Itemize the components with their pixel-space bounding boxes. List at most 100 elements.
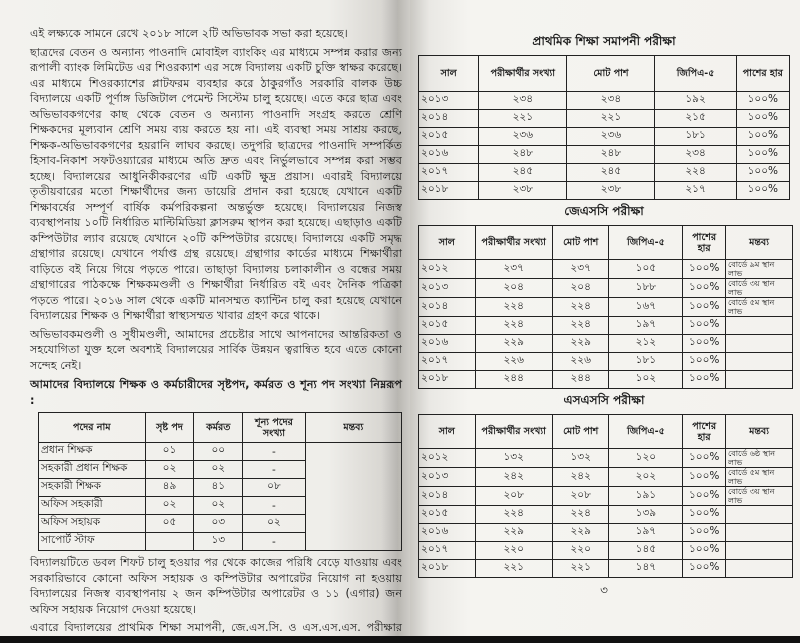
table-row: ২০১৬ ২২৯ ২২৯ ২১২ ১০০% [418, 334, 793, 353]
table-cell: অফিস সহকারী [38, 496, 146, 515]
table-cell: ২২১ [566, 109, 656, 128]
table-cell: ১৯১ [608, 486, 684, 506]
table-cell: সাপোর্ট স্টাফ [38, 532, 146, 551]
table-row: ২০১৩ ২৪২ ২৪২ ২০২ ১০০% বোর্ডে ৫ম স্থান লাভ [418, 467, 793, 487]
table-cell: ১০০% [735, 91, 791, 110]
table-cell: ২০১৩ [418, 467, 476, 487]
table-cell: ০৫ [144, 514, 195, 533]
table-cell: ১৯২ [654, 91, 737, 110]
table-cell: ১০০% [682, 370, 727, 389]
table-cell: ২০১৫ [418, 316, 476, 335]
table-cell: ১০০% [682, 541, 727, 560]
table-row: ২০১৪ ২২৪ ২২৪ ১৬৭ ১০০% বোর্ডে ৫ম স্থান লাভ [418, 297, 793, 317]
table-cell: ২২০ [474, 541, 553, 560]
table-row: অফিস সহকারী ০২ ০২- [38, 496, 402, 515]
table-cell: ২২৯ [551, 523, 610, 542]
table-cell: ১০০% [682, 559, 727, 578]
table-cell: ৪১ [193, 478, 244, 497]
table-cell: ২০১৫ [417, 127, 480, 146]
pec-title: প্রাথমিক শিক্ষা সমাপনী পরীক্ষা [532, 34, 676, 48]
left-page: এই লক্ষ্যকে সামনে রেখে ২০১৮ সালে ২টি অভি… [0, 0, 410, 636]
table-cell: ২০১৭ [418, 352, 476, 371]
table-cell: ২০১২ [418, 259, 476, 279]
table-cell: ১৩২ [551, 448, 610, 468]
table-cell: ২২৯ [474, 334, 553, 353]
table-cell: বোর্ডে ৫ম স্থান লাভ [725, 297, 793, 317]
table-row: ২০১৭ ২২০ ২২০ ১৪৫ ১০০% [418, 541, 793, 560]
table-cell: ২৪৫ [566, 163, 656, 182]
header-row: সাল পরীক্ষার্থীর সংখ্যা মোট পাশ জিপিএ-৫ পাশে… [417, 55, 791, 92]
table-row: ২০১৫ ২২৪ ২২৪ ১৩৯ ১০০% [418, 505, 793, 524]
column-header: পরীক্ষার্থীর সংখ্যা [474, 225, 553, 260]
column-header: সাল [418, 414, 476, 449]
page-number: ৩ [600, 583, 608, 597]
column-header: মন্তব্য [304, 412, 403, 443]
column-header: মোট পাশ [566, 55, 656, 92]
table-row: ২০১৪ ২২১ ২২১ ২১৫ ১০০% [417, 109, 791, 128]
table-cell: ২০১৬ [418, 523, 476, 542]
table-row: সাপোর্ট স্টাফ ১৩- [38, 532, 402, 551]
column-header: কর্মরত [193, 412, 244, 443]
table-cell: ২০১৩ [417, 91, 480, 110]
table-cell: ১০৫ [608, 259, 684, 279]
column-header: শূন্য পদের সংখ্যা [242, 412, 306, 443]
header-row: পদের নাম সৃষ্ট পদ কর্মরত শূন্য পদের সংখ্যা ম… [38, 412, 403, 443]
table-cell: ১৮১ [608, 352, 684, 371]
table-cell: ১৩২ [474, 448, 553, 468]
table-cell: ০৩ [193, 514, 244, 533]
staff-table: পদের নাম সৃষ্ট পদ কর্মরত শূন্য পদের সংখ্যা ম… [38, 412, 403, 551]
table-cell [725, 541, 793, 560]
table-cell: ২০৪ [474, 278, 553, 298]
table-cell: ২১২ [608, 334, 684, 353]
table-cell: ২২৬ [474, 352, 553, 371]
table-cell: ২০১৬ [417, 145, 480, 164]
jsc-title: জেএসসি পরীক্ষা [564, 204, 644, 218]
table-cell: ২৪৮ [566, 145, 656, 164]
table-cell: ২১৫ [654, 109, 737, 128]
table-cell: ০২ [193, 460, 244, 479]
table-cell: ১৮৮ [608, 278, 684, 298]
table-cell: ১০০% [682, 278, 727, 298]
table-cell: ২১৭ [654, 181, 737, 200]
table-row: ২০১৮ ২৪৪ ২৪৪ ১০২ ১০০% [418, 370, 793, 389]
column-header: মোট পাশ [551, 414, 610, 449]
table-cell: ২৩৬ [566, 127, 656, 146]
table-cell: ২৪৫ [478, 163, 568, 182]
table-cell: - [242, 532, 306, 551]
table-cell: বোর্ডে ৬ষ্ঠ স্থান লাভ [725, 448, 793, 468]
table-cell: ২২৪ [551, 505, 610, 524]
table-cell: ০২ [144, 496, 195, 515]
table-cell: ১৪৫ [608, 541, 684, 560]
table-row: ২০১২ ২৩৭ ২৩৭ ১০৫ ১০০% বোর্ডে ৯ম স্থান লাভ [418, 259, 793, 279]
table-cell: ২০৪ [551, 278, 610, 298]
table-cell: ২২১ [478, 109, 568, 128]
table-cell: - [242, 460, 306, 479]
table-row: ২০১৫ ২৩৬ ২৩৬ ১৮১ ১০০% [417, 127, 791, 146]
pec-results-table: সাল পরীক্ষার্থীর সংখ্যা মোট পাশ জিপিএ-৫ পাশে… [417, 55, 791, 200]
table-cell: ২৩৪ [478, 91, 568, 110]
table-cell [725, 523, 793, 542]
table-cell: ২০১৭ [418, 541, 476, 560]
table-cell: ২৩৪ [566, 91, 656, 110]
table-cell: ১০০% [682, 297, 727, 317]
table-cell: ২৩৭ [551, 259, 610, 279]
table-cell: ১০০% [682, 352, 727, 371]
table-cell [725, 559, 793, 578]
paragraph-appeal: অভিভাবকমণ্ডলী ও সুধীমণ্ডলী, আমাদের প্রচে… [30, 327, 402, 372]
column-header: পদের নাম [38, 412, 146, 443]
table-cell: ২২৪ [654, 163, 737, 182]
table-row: ২০১২ ১৩২ ১৩২ ১২০ ১০০% বোর্ডে ৬ষ্ঠ স্থান লাভ [418, 448, 793, 468]
table-cell [725, 316, 793, 335]
paragraph-digital-payment: ছাত্রদের বেতন ও অন্যান্য পাওনাদি মোবাইল … [30, 45, 402, 323]
table-cell: ১২০ [608, 448, 684, 468]
table-row: ২০১৪ ২০৮ ২০৮ ১৯১ ১০০% বোর্ডে ৩য় স্থান লাভ [418, 486, 793, 506]
table-cell: ৪৯ [144, 478, 195, 497]
column-header: সাল [417, 55, 480, 92]
table-cell: বোর্ডে ৩য় স্থান লাভ [725, 486, 793, 506]
table-cell: অফিস সহায়ক [38, 514, 146, 533]
ssc-title: এসএসসি পরীক্ষা [563, 393, 645, 407]
table-cell: ১০০% [735, 127, 791, 146]
column-header: সৃষ্ট পদ [144, 412, 195, 443]
table-cell: ১০০% [682, 467, 727, 487]
table-cell: ২০৮ [474, 486, 553, 506]
